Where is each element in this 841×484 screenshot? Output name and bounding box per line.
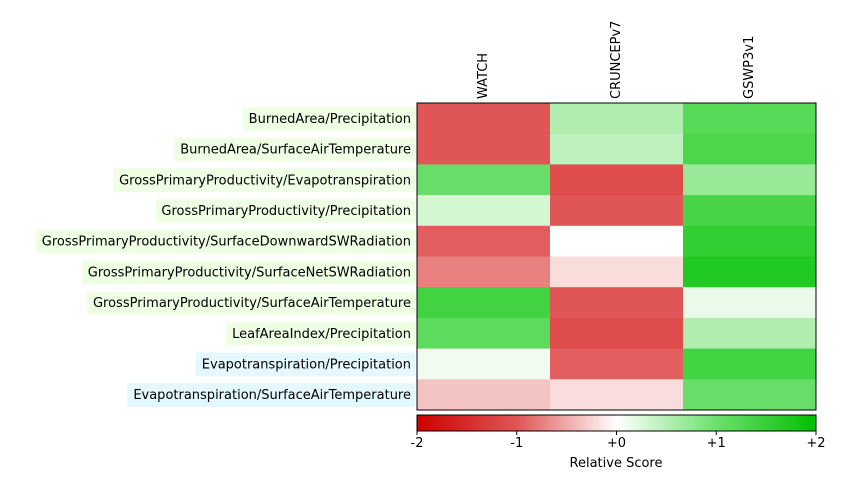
heatmap-cell: [417, 348, 551, 380]
heatmap-cell: [417, 379, 551, 411]
heatmap-cell: [550, 133, 684, 165]
heatmap-cell: [417, 287, 551, 319]
row-label-background: [242, 107, 415, 131]
row-label: GrossPrimaryProductivity/SurfaceNetSWRad…: [88, 265, 411, 280]
heatmap-cell: [550, 225, 684, 257]
colorbar-tick-label: -1: [510, 436, 523, 451]
heatmap-cell: [683, 195, 817, 227]
row-label: BurnedArea/SurfaceAirTemperature: [180, 143, 411, 158]
heatmap-cells: [417, 103, 817, 411]
heatmap-cell: [683, 256, 817, 288]
column-label: GSWP3v1: [742, 36, 757, 99]
row-label-background: [155, 199, 415, 223]
row-label-background: [35, 229, 415, 254]
row-label: GrossPrimaryProductivity/SurfaceDownward…: [42, 235, 411, 250]
row-label-background: [81, 260, 415, 285]
row-label-background: [226, 321, 415, 346]
heatmap-frame: [416, 102, 817, 411]
heatmap-cell: [550, 195, 684, 227]
colorbar-label: Relative Score: [570, 456, 663, 471]
colorbar-tick-label: -2: [411, 436, 424, 451]
row-label: Evapotranspiration/SurfaceAirTemperature: [133, 388, 411, 403]
heatmap-cell: [417, 225, 551, 257]
heatmap-cell: [683, 103, 817, 135]
heatmap-cell: [417, 164, 551, 196]
heatmap-cell: [417, 256, 551, 288]
colorbar: [416, 414, 817, 432]
row-labels: BurnedArea/Precipitation BurnedArea/Surfa…: [35, 107, 415, 407]
colorbar-tick-label: +1: [707, 436, 726, 451]
row-label: Evapotranspiration/Precipitation: [202, 357, 411, 372]
heatmap-cell: [550, 379, 684, 411]
heatmap-cell: [550, 348, 684, 380]
heatmap-cell: [683, 287, 817, 319]
heatmap-cell: [683, 225, 817, 257]
heatmap-cell: [550, 256, 684, 288]
colorbar-ticks: -2 -1 +0 +1 +2: [411, 431, 826, 451]
heatmap-cell: [550, 317, 684, 350]
row-label-background: [174, 137, 415, 162]
row-label-background: [195, 352, 415, 377]
heatmap-cell: [683, 164, 817, 196]
row-label-background: [127, 383, 415, 407]
colorbar-gradient: [416, 414, 817, 432]
colorbar-tick-label: +2: [806, 436, 825, 451]
heatmap-cell: [683, 379, 817, 411]
heatmap-cell: [417, 317, 551, 350]
row-label: LeafAreaIndex/Precipitation: [232, 327, 411, 342]
row-label: GrossPrimaryProductivity/Evapotranspirat…: [119, 173, 411, 188]
column-label: WATCH: [476, 53, 491, 99]
colorbar-tick-label: +0: [607, 436, 626, 451]
column-label: CRUNCEPv7: [609, 21, 624, 99]
row-label-background: [86, 291, 415, 315]
heatmap-cell: [550, 164, 684, 196]
column-labels: WATCH CRUNCEPv7 GSWP3v1: [476, 21, 757, 99]
heatmap-cell: [417, 103, 551, 135]
row-label: GrossPrimaryProductivity/Precipitation: [161, 204, 411, 219]
heatmap-cell: [683, 348, 817, 380]
row-label: GrossPrimaryProductivity/SurfaceAirTempe…: [93, 296, 411, 311]
heatmap-cell: [550, 103, 684, 135]
heatmap-cell: [683, 133, 817, 165]
row-label-background: [113, 168, 415, 193]
row-label: BurnedArea/Precipitation: [249, 112, 411, 127]
heatmap-cell: [550, 287, 684, 319]
heatmap-cell: [683, 317, 817, 350]
heatmap-cell: [417, 195, 551, 227]
heatmap-cell: [417, 133, 551, 165]
